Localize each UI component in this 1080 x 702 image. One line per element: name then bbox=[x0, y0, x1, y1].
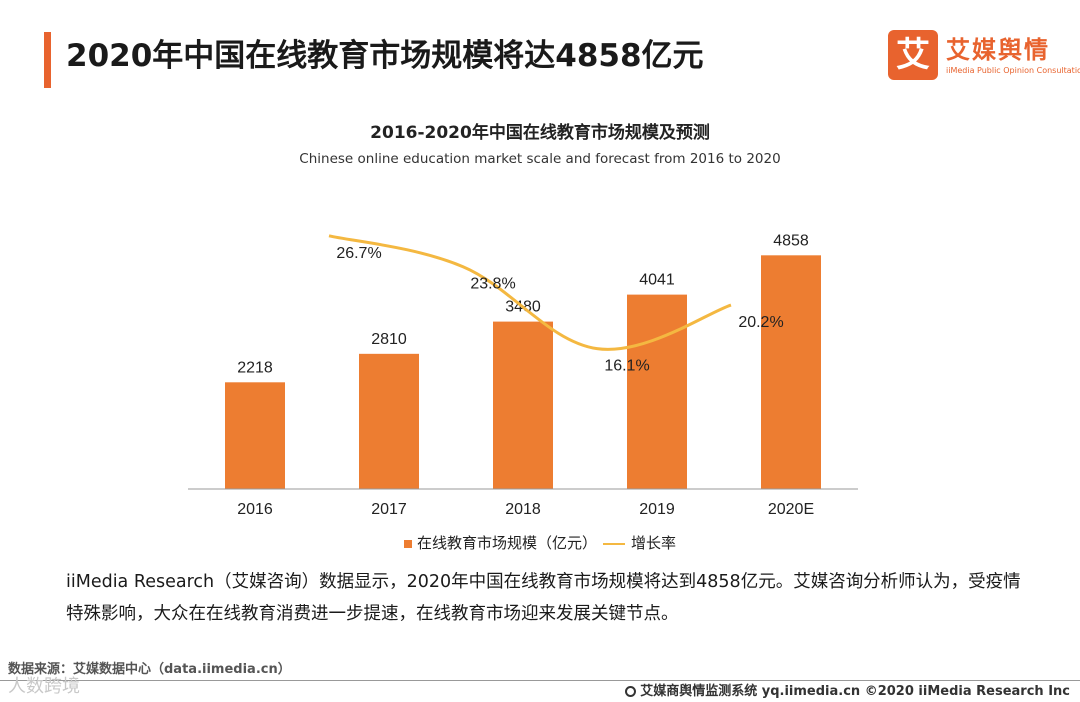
x-tick-label-2019: 2019 bbox=[639, 501, 675, 518]
x-tick-label-2018: 2018 bbox=[505, 501, 541, 518]
x-tick-label-2017: 2017 bbox=[371, 501, 407, 518]
bar-2017 bbox=[359, 353, 419, 489]
x-tick-label-2016: 2016 bbox=[237, 501, 273, 518]
logo-mark-icon: 艾 bbox=[888, 30, 938, 80]
legend-line-swatch bbox=[603, 542, 625, 545]
bar-value-label-2020E: 4858 bbox=[773, 232, 809, 249]
bar-value-label-2016: 2218 bbox=[237, 359, 273, 376]
chart-title: 2016-2020年中国在线教育市场规模及预测 bbox=[370, 123, 710, 143]
chart-subtitle: Chinese online education market scale an… bbox=[299, 151, 781, 167]
chart-legend: 在线教育市场规模（亿元） 增长率 bbox=[0, 532, 1080, 553]
footer-copyright: 艾媒商舆情监测系统 yq.iimedia.cn ©2020 iiMedia Re… bbox=[625, 680, 1070, 699]
bar-value-label-2019: 4041 bbox=[639, 272, 675, 289]
watermark: 人数跨境 bbox=[8, 676, 80, 697]
globe-icon bbox=[625, 686, 637, 697]
growth-rate-line bbox=[328, 234, 732, 351]
legend-bar-label: 在线教育市场规模（亿元） bbox=[416, 534, 597, 552]
bar-2019 bbox=[627, 294, 687, 489]
bar-2016 bbox=[225, 382, 285, 489]
bar-2018 bbox=[493, 321, 553, 489]
legend-bar-swatch bbox=[403, 539, 412, 548]
page-title: 2020年中国在线教育市场规模将达4858亿元 bbox=[66, 38, 704, 74]
description-text: iiMedia Research（艾媒咨询）数据显示，2020年中国在线教育市场… bbox=[66, 572, 1021, 624]
title-accent-bar bbox=[44, 32, 51, 88]
logo-tagline: iiMedia Public Opinion Consultation bbox=[946, 66, 1080, 75]
x-tick-label-2020E: 2020E bbox=[768, 501, 814, 518]
growth-rate-label-2020E: 20.2% bbox=[738, 314, 783, 331]
bar-value-label-2017: 2810 bbox=[371, 331, 407, 348]
bar-2020E bbox=[761, 255, 821, 489]
footer-divider bbox=[0, 680, 1080, 681]
growth-rate-label-2019: 16.1% bbox=[604, 358, 649, 375]
footer-text: 艾媒商舆情监测系统 yq.iimedia.cn ©2020 iiMedia Re… bbox=[640, 684, 1070, 699]
growth-rate-label-2018: 23.8% bbox=[470, 276, 515, 293]
chart-canvas: 2218201628102017348020184041201948582020… bbox=[188, 232, 858, 518]
legend-line-label: 增长率 bbox=[631, 534, 677, 552]
data-source: 数据来源：艾媒数据中心（data.iimedia.cn） bbox=[8, 662, 291, 677]
logo-name: 艾媒舆情 bbox=[946, 36, 1050, 64]
growth-rate-label-2017: 26.7% bbox=[336, 245, 381, 262]
